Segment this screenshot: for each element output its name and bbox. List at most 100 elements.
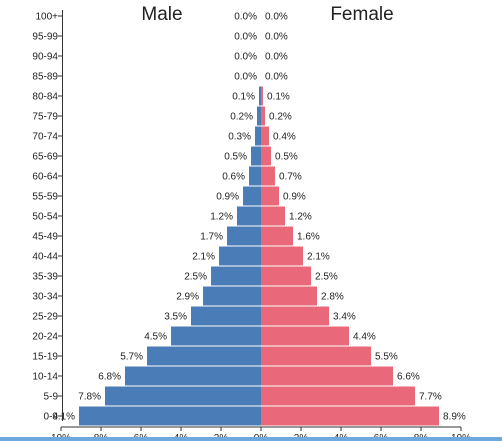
label-male-60-64: 0.6% [222, 172, 245, 183]
window-bottom-edge [0, 437, 502, 441]
age-label-5-9: 5-9 [44, 392, 59, 403]
label-male-5-9: 7.8% [78, 392, 101, 403]
bar-female-75-79 [261, 106, 265, 126]
label-male-65-69: 0.5% [224, 152, 247, 163]
bar-female-35-39 [261, 266, 311, 286]
label-male-80-84: 0.1% [232, 92, 255, 103]
label-female-100+: 0.0% [265, 12, 288, 23]
bar-female-30-34 [261, 286, 317, 306]
bar-male-30-34 [203, 286, 261, 306]
bar-male-80-84 [259, 86, 261, 106]
female-title: Female [330, 4, 393, 25]
label-male-100+: 0.0% [234, 12, 257, 23]
age-label-65-69: 65-69 [32, 152, 58, 163]
bar-female-25-29 [261, 306, 329, 326]
age-label-95-99: 95-99 [32, 32, 58, 43]
label-female-60-64: 0.7% [279, 172, 302, 183]
label-male-45-49: 1.7% [200, 232, 223, 243]
bar-female-20-24 [261, 326, 349, 346]
bar-male-40-44 [219, 246, 261, 266]
bar-male-35-39 [211, 266, 261, 286]
label-male-90-94: 0.0% [234, 52, 257, 63]
label-female-55-59: 0.9% [283, 192, 306, 203]
age-labels-group: 100+ 95-99 90-94 85-89 80-84 75-79 70-74 65-69 6… [32, 12, 62, 423]
label-male-95-99: 0.0% [234, 32, 257, 43]
label-female-35-39: 2.5% [315, 272, 338, 283]
age-label-60-64: 60-64 [32, 172, 58, 183]
label-male-0-4: 9.1% [52, 412, 75, 423]
bar-male-10-14 [125, 366, 261, 386]
label-female-15-19: 5.5% [375, 352, 398, 363]
bar-male-70-74 [255, 126, 261, 146]
age-label-70-74: 70-74 [32, 132, 58, 143]
label-female-30-34: 2.8% [321, 292, 344, 303]
value-labels-group: 0.0% 0.0% 0.0% 0.0% 0.0% 0.0% 0.0% 0.0% 0.1% 0.1%… [52, 12, 466, 423]
bar-female-40-44 [261, 246, 303, 266]
age-label-80-84: 80-84 [32, 92, 58, 103]
label-female-50-54: 1.2% [289, 212, 312, 223]
bars-group [79, 86, 439, 426]
bar-female-15-19 [261, 346, 371, 366]
age-label-30-34: 30-34 [32, 292, 58, 303]
label-male-35-39: 2.5% [184, 272, 207, 283]
label-male-20-24: 4.5% [144, 332, 167, 343]
label-male-50-54: 1.2% [210, 212, 233, 223]
label-female-95-99: 0.0% [265, 32, 288, 43]
bar-male-65-69 [251, 146, 261, 166]
bar-male-20-24 [171, 326, 261, 346]
label-female-5-9: 7.7% [419, 392, 442, 403]
age-label-90-94: 90-94 [32, 52, 58, 63]
bar-male-25-29 [191, 306, 261, 326]
bar-female-80-84 [261, 86, 263, 106]
age-label-45-49: 45-49 [32, 232, 58, 243]
age-label-35-39: 35-39 [32, 272, 58, 283]
bar-male-50-54 [237, 206, 261, 226]
label-female-85-89: 0.0% [265, 72, 288, 83]
bar-female-10-14 [261, 366, 393, 386]
label-male-75-79: 0.2% [230, 112, 253, 123]
age-label-55-59: 55-59 [32, 192, 58, 203]
label-female-0-4: 8.9% [443, 412, 466, 423]
label-female-40-44: 2.1% [307, 252, 330, 263]
age-label-85-89: 85-89 [32, 72, 58, 83]
label-female-65-69: 0.5% [275, 152, 298, 163]
label-female-80-84: 0.1% [267, 92, 290, 103]
label-female-25-29: 3.4% [333, 312, 356, 323]
age-label-40-44: 40-44 [32, 252, 58, 263]
label-male-85-89: 0.0% [234, 72, 257, 83]
label-male-25-29: 3.5% [164, 312, 187, 323]
bar-female-45-49 [261, 226, 293, 246]
age-label-15-19: 15-19 [32, 352, 58, 363]
label-male-30-34: 2.9% [176, 292, 199, 303]
bar-male-15-19 [147, 346, 261, 366]
label-male-70-74: 0.3% [228, 132, 251, 143]
age-label-25-29: 25-29 [32, 312, 58, 323]
label-female-45-49: 1.6% [297, 232, 320, 243]
label-female-10-14: 6.6% [397, 372, 420, 383]
age-label-0-4: 0-4 [44, 412, 59, 423]
bar-female-50-54 [261, 206, 285, 226]
bar-male-0-4 [79, 406, 261, 426]
label-female-90-94: 0.0% [265, 52, 288, 63]
label-female-75-79: 0.2% [269, 112, 292, 123]
label-male-15-19: 5.7% [120, 352, 143, 363]
age-label-75-79: 75-79 [32, 112, 58, 123]
label-male-10-14: 6.8% [98, 372, 121, 383]
bar-male-55-59 [243, 186, 261, 206]
age-label-10-14: 10-14 [32, 372, 58, 383]
label-female-20-24: 4.4% [353, 332, 376, 343]
bar-female-65-69 [261, 146, 271, 166]
label-female-70-74: 0.4% [273, 132, 296, 143]
bar-female-55-59 [261, 186, 279, 206]
bar-female-70-74 [261, 126, 269, 146]
age-label-50-54: 50-54 [32, 212, 58, 223]
label-male-55-59: 0.9% [216, 192, 239, 203]
bar-female-60-64 [261, 166, 275, 186]
bar-female-0-4 [261, 406, 439, 426]
bar-male-45-49 [227, 226, 261, 246]
bar-male-60-64 [249, 166, 261, 186]
label-male-40-44: 2.1% [192, 252, 215, 263]
bar-male-75-79 [257, 106, 261, 126]
age-label-100+: 100+ [35, 12, 58, 23]
